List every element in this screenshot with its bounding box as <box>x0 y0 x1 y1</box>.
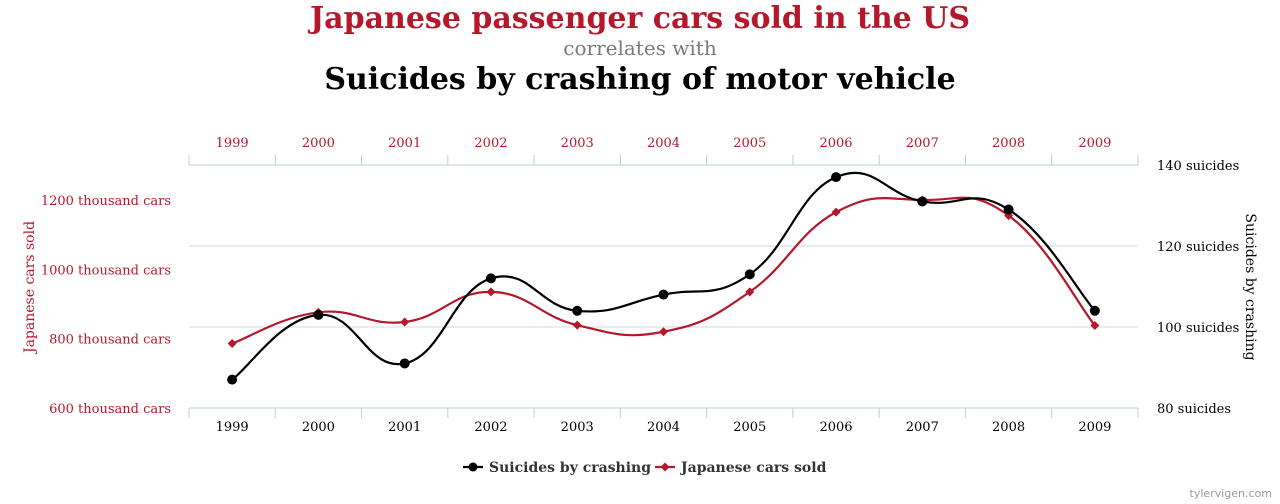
chart-connector: correlates with <box>563 36 717 60</box>
suicides-data-point <box>658 289 669 300</box>
top-x-tick-label: 2009 <box>1078 136 1111 151</box>
bottom-x-tick-label: 2008 <box>992 420 1025 435</box>
left-y-tick-label: 800 thousand cars <box>49 333 171 348</box>
top-x-tick-label: 2002 <box>474 136 507 151</box>
top-x-tick-label: 2004 <box>647 136 680 151</box>
cars-data-point <box>831 207 841 217</box>
suicides-data-point <box>399 358 410 369</box>
legend-suicides-label[interactable]: Suicides by crashing <box>489 460 651 476</box>
bottom-x-tick-label: 2005 <box>733 420 766 435</box>
cars-data-point <box>659 327 668 337</box>
bottom-x-tick-label: 2001 <box>388 420 421 435</box>
suicides-series-line <box>231 171 1096 381</box>
legend-cars-label[interactable]: Japanese cars sold <box>679 460 827 476</box>
suicides-data-point <box>227 374 238 385</box>
bottom-x-tick-label: 2000 <box>302 420 335 435</box>
top-x-tick-label: 2005 <box>733 136 766 151</box>
bottom-x-tick-label: 2004 <box>647 420 680 435</box>
bottom-x-tick-label: 2006 <box>819 420 852 435</box>
bottom-x-tick-label: 2007 <box>906 420 939 435</box>
suicides-data-point <box>917 196 928 207</box>
cars-data-point <box>572 320 582 330</box>
suicides-data-point <box>831 172 842 183</box>
right-y-tick-label: 140 suicides <box>1157 159 1239 174</box>
cars-data-point <box>745 287 755 297</box>
legend-cars-marker <box>660 462 670 472</box>
legend-suicides-marker <box>468 462 478 472</box>
suicides-data-point <box>572 305 583 316</box>
chart-subtitle: Suicides by crashing of motor vehicle <box>324 62 956 97</box>
cars-data-point <box>400 317 410 327</box>
left-axis-title: Japanese cars sold <box>22 221 38 355</box>
right-y-tick-label: 120 suicides <box>1157 240 1239 255</box>
top-x-tick-label: 2000 <box>302 136 335 151</box>
top-x-tick-label: 2007 <box>906 136 939 151</box>
right-y-tick-label: 80 suicides <box>1157 402 1231 417</box>
left-y-tick-label: 1200 thousand cars <box>41 194 171 209</box>
suicides-data-point <box>744 269 755 280</box>
suicides-data-point <box>1003 204 1014 215</box>
top-x-tick-label: 2006 <box>819 136 852 151</box>
left-y-tick-label: 1000 thousand cars <box>41 263 171 278</box>
suicides-data-point <box>1089 305 1100 316</box>
top-x-tick-label: 2008 <box>992 136 1025 151</box>
top-x-tick-label: 1999 <box>216 136 249 151</box>
bottom-x-tick-label: 1999 <box>216 420 249 435</box>
cars-data-point <box>227 339 237 349</box>
suicides-data-point <box>313 309 324 320</box>
top-x-tick-label: 2003 <box>561 136 594 151</box>
chart-title: Japanese passenger cars sold in the US <box>309 1 970 36</box>
bottom-x-tick-label: 2002 <box>474 420 507 435</box>
suicides-data-point <box>485 273 496 284</box>
bottom-x-tick-label: 2009 <box>1078 420 1111 435</box>
cars-data-point <box>486 287 496 297</box>
credit-text[interactable]: tylervigen.com <box>1189 487 1272 500</box>
left-y-tick-label: 600 thousand cars <box>49 402 171 417</box>
right-axis-title: Suicides by crashing <box>1242 213 1258 360</box>
right-y-tick-label: 100 suicides <box>1157 321 1239 336</box>
bottom-x-tick-label: 2003 <box>561 420 594 435</box>
cars-series-line <box>231 196 1096 345</box>
cars-data-point <box>1090 320 1100 330</box>
top-x-tick-label: 2001 <box>388 136 421 151</box>
